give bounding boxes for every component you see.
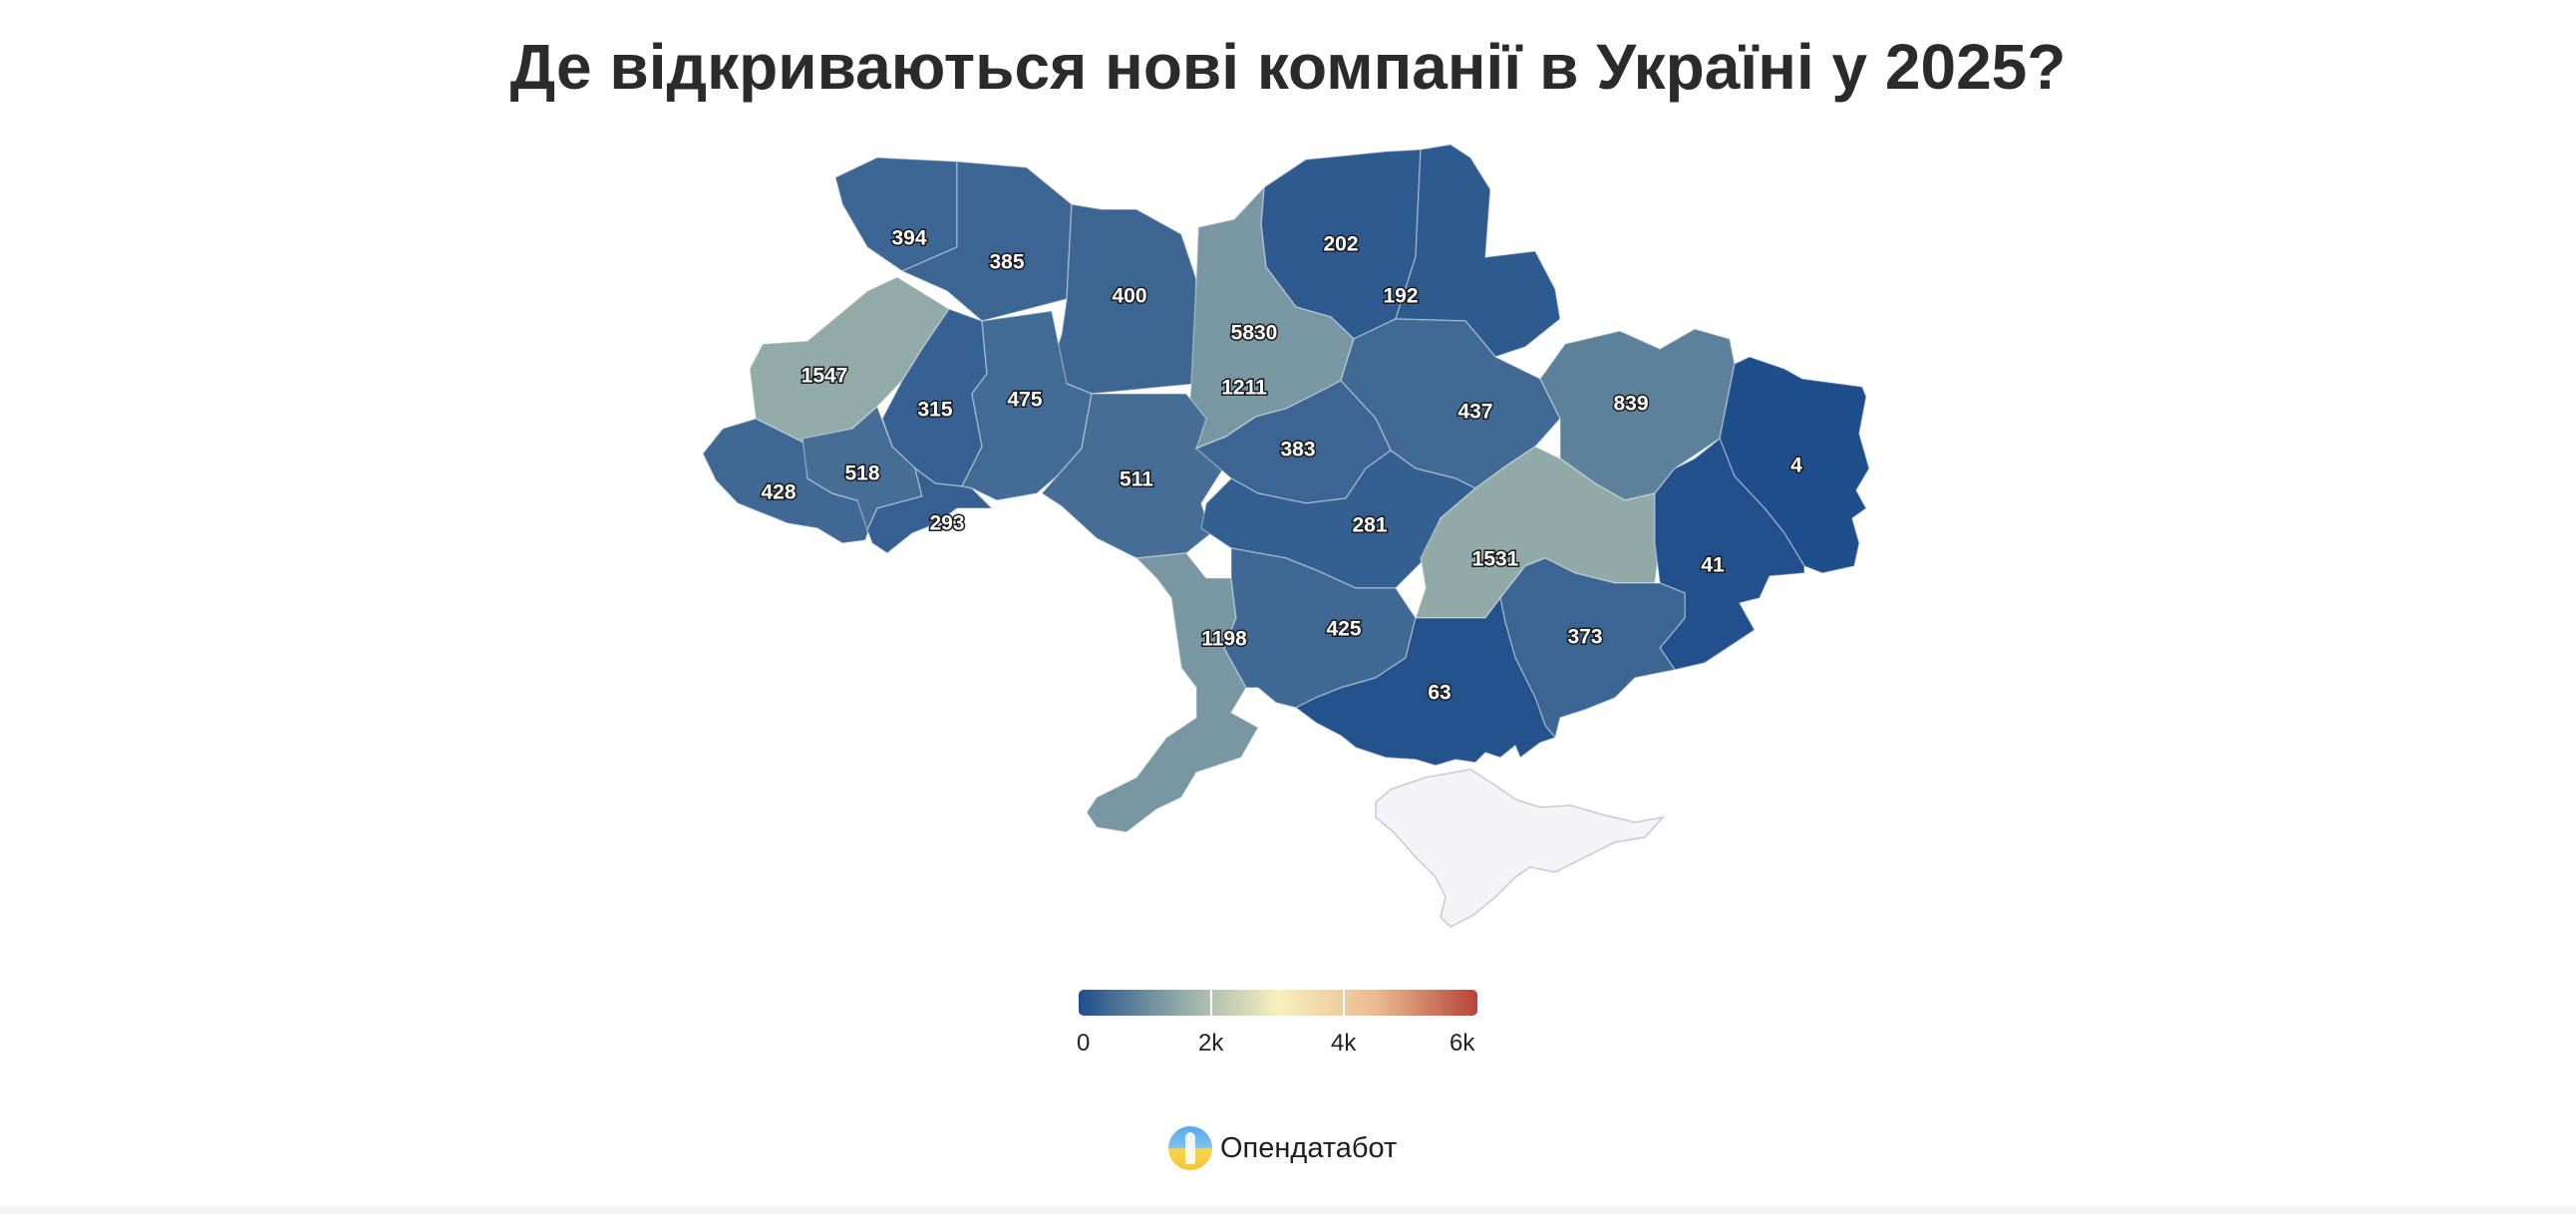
region-value-label: 425 bbox=[1326, 618, 1361, 641]
region-value-label: 373 bbox=[1567, 626, 1602, 649]
legend-tick-label: 4k bbox=[1331, 1030, 1357, 1057]
legend-tick-label: 2k bbox=[1198, 1030, 1224, 1057]
footer-strip bbox=[0, 1206, 2576, 1214]
map-region[interactable] bbox=[866, 466, 994, 554]
region-value-label: 400 bbox=[1112, 285, 1146, 308]
page-title: Де відкриваються нові компанії в Україні… bbox=[509, 31, 2067, 103]
region-value-label: 383 bbox=[1280, 439, 1315, 461]
region-value-label: 428 bbox=[761, 481, 796, 504]
region-value-label: 518 bbox=[844, 462, 879, 485]
region-value-label: 281 bbox=[1352, 514, 1387, 537]
region-value-label: 1547 bbox=[802, 365, 848, 388]
region-value-label: 1211 bbox=[1221, 377, 1267, 400]
region-value-label: 192 bbox=[1383, 285, 1418, 308]
map-region[interactable] bbox=[1719, 356, 1870, 574]
region-value-label: 5830 bbox=[1231, 322, 1278, 345]
region-value-label: 475 bbox=[1007, 389, 1042, 412]
region-value-label: 41 bbox=[1701, 554, 1725, 577]
region-value-label: 1531 bbox=[1472, 548, 1519, 571]
region-value-label: 385 bbox=[989, 251, 1024, 274]
region-value-label: 511 bbox=[1120, 468, 1153, 491]
legend-divider bbox=[1343, 990, 1345, 1016]
region-value-label: 1198 bbox=[1201, 628, 1247, 651]
legend-divider bbox=[1210, 990, 1212, 1016]
legend-tick-label: 0 bbox=[1077, 1030, 1091, 1057]
map-region[interactable] bbox=[834, 156, 958, 272]
legend-gradient-bar bbox=[1079, 990, 1477, 1016]
map-region[interactable] bbox=[1499, 557, 1686, 740]
brand-footer: Опендатабот bbox=[1168, 1126, 1397, 1170]
opendatabot-logo-icon bbox=[1168, 1126, 1212, 1170]
legend-tick-label: 6k bbox=[1449, 1030, 1475, 1057]
region-value-label: 315 bbox=[917, 399, 952, 422]
region-value-label: 293 bbox=[929, 512, 964, 535]
region-value-label: 839 bbox=[1613, 393, 1648, 416]
map-region[interactable] bbox=[1294, 596, 1557, 766]
map-region[interactable] bbox=[1194, 380, 1392, 504]
brand-name: Опендатабот bbox=[1220, 1131, 1398, 1164]
region-value-label: 63 bbox=[1428, 682, 1450, 705]
crimea-region bbox=[1375, 768, 1666, 928]
map-region[interactable] bbox=[1051, 203, 1197, 395]
region-value-label: 437 bbox=[1457, 401, 1492, 424]
region-value-label: 4 bbox=[1790, 455, 1802, 477]
region-value-label: 202 bbox=[1323, 233, 1358, 256]
region-value-label: 394 bbox=[891, 227, 926, 250]
map-region[interactable] bbox=[1086, 552, 1260, 833]
map-region[interactable] bbox=[960, 310, 1093, 501]
